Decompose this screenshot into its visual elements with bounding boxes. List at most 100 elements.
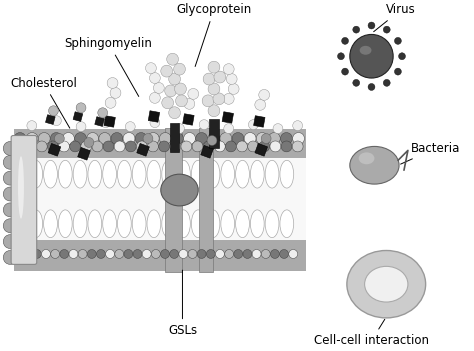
Circle shape bbox=[47, 141, 58, 152]
Circle shape bbox=[394, 68, 401, 75]
Ellipse shape bbox=[350, 146, 399, 184]
Ellipse shape bbox=[236, 160, 249, 188]
Ellipse shape bbox=[44, 210, 57, 238]
Circle shape bbox=[125, 141, 136, 152]
Bar bbox=[104, 116, 115, 127]
Circle shape bbox=[3, 251, 17, 264]
Circle shape bbox=[159, 141, 170, 152]
Circle shape bbox=[259, 141, 270, 152]
Circle shape bbox=[3, 171, 17, 185]
Ellipse shape bbox=[18, 156, 24, 219]
Circle shape bbox=[261, 250, 270, 258]
Circle shape bbox=[256, 133, 268, 145]
Bar bbox=[222, 112, 234, 123]
Circle shape bbox=[165, 85, 176, 97]
Circle shape bbox=[59, 141, 69, 152]
Circle shape bbox=[259, 90, 270, 100]
Circle shape bbox=[179, 250, 188, 258]
Ellipse shape bbox=[103, 160, 117, 188]
Circle shape bbox=[23, 250, 32, 258]
Text: Cell-cell interaction: Cell-cell interaction bbox=[314, 319, 429, 347]
Circle shape bbox=[84, 138, 94, 147]
Ellipse shape bbox=[132, 210, 146, 238]
Circle shape bbox=[142, 250, 151, 258]
Circle shape bbox=[50, 133, 62, 145]
Circle shape bbox=[147, 133, 159, 145]
Text: GSLs: GSLs bbox=[168, 270, 197, 337]
Circle shape bbox=[63, 133, 74, 145]
Circle shape bbox=[3, 234, 17, 249]
Ellipse shape bbox=[250, 160, 264, 188]
Ellipse shape bbox=[250, 210, 264, 238]
Circle shape bbox=[159, 133, 171, 145]
Circle shape bbox=[234, 250, 243, 258]
Circle shape bbox=[107, 78, 118, 88]
Ellipse shape bbox=[73, 160, 87, 188]
Circle shape bbox=[399, 53, 405, 60]
Circle shape bbox=[52, 116, 61, 126]
Circle shape bbox=[342, 68, 348, 75]
Circle shape bbox=[150, 118, 160, 128]
Circle shape bbox=[184, 98, 195, 109]
Circle shape bbox=[135, 133, 147, 145]
Circle shape bbox=[270, 141, 281, 152]
Circle shape bbox=[87, 133, 99, 145]
Circle shape bbox=[383, 26, 390, 33]
Circle shape bbox=[197, 250, 206, 258]
Circle shape bbox=[226, 74, 237, 85]
Circle shape bbox=[3, 219, 17, 233]
Ellipse shape bbox=[221, 210, 235, 238]
Ellipse shape bbox=[14, 210, 28, 238]
Circle shape bbox=[383, 79, 390, 86]
Bar bbox=[48, 144, 61, 156]
Circle shape bbox=[3, 187, 17, 201]
Circle shape bbox=[216, 250, 224, 258]
Circle shape bbox=[271, 250, 279, 258]
Circle shape bbox=[228, 84, 239, 94]
Text: Glycoprotein: Glycoprotein bbox=[176, 3, 252, 66]
Circle shape bbox=[55, 133, 64, 144]
FancyBboxPatch shape bbox=[11, 135, 37, 264]
Bar bbox=[14, 240, 306, 271]
Bar bbox=[95, 117, 104, 126]
Ellipse shape bbox=[236, 210, 249, 238]
Circle shape bbox=[87, 250, 96, 258]
Circle shape bbox=[42, 250, 50, 258]
Bar bbox=[46, 115, 55, 124]
Circle shape bbox=[27, 121, 37, 131]
Circle shape bbox=[244, 133, 256, 145]
Circle shape bbox=[60, 250, 69, 258]
Ellipse shape bbox=[88, 160, 102, 188]
Circle shape bbox=[3, 203, 17, 217]
Circle shape bbox=[81, 141, 91, 152]
Circle shape bbox=[38, 133, 50, 145]
Circle shape bbox=[154, 82, 164, 93]
Circle shape bbox=[353, 26, 360, 33]
Circle shape bbox=[188, 250, 197, 258]
Text: Bacteria: Bacteria bbox=[401, 142, 460, 164]
Circle shape bbox=[280, 250, 289, 258]
Circle shape bbox=[36, 141, 47, 152]
Circle shape bbox=[208, 105, 220, 117]
Ellipse shape bbox=[44, 160, 57, 188]
Circle shape bbox=[350, 34, 393, 78]
Circle shape bbox=[99, 133, 110, 145]
Circle shape bbox=[214, 71, 226, 83]
Circle shape bbox=[273, 124, 283, 133]
Circle shape bbox=[169, 73, 181, 85]
Circle shape bbox=[223, 64, 234, 74]
Ellipse shape bbox=[14, 160, 28, 188]
Circle shape bbox=[342, 38, 348, 44]
Circle shape bbox=[147, 141, 158, 152]
Circle shape bbox=[149, 92, 160, 103]
Text: Cholesterol: Cholesterol bbox=[10, 77, 77, 128]
Circle shape bbox=[292, 133, 304, 145]
Circle shape bbox=[223, 93, 234, 104]
Ellipse shape bbox=[118, 210, 131, 238]
Circle shape bbox=[161, 250, 170, 258]
Bar bbox=[254, 116, 265, 127]
Circle shape bbox=[105, 97, 116, 108]
Circle shape bbox=[76, 122, 86, 132]
Text: Sphingomyelin: Sphingomyelin bbox=[64, 37, 153, 97]
Circle shape bbox=[26, 133, 38, 145]
